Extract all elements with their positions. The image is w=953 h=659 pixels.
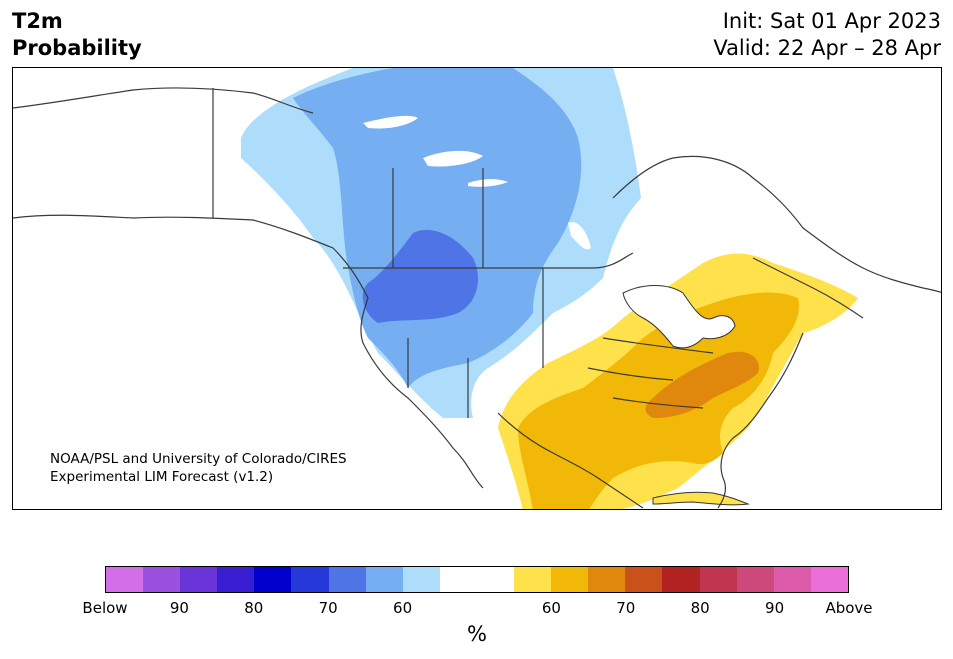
colorbar-tick-label: 80	[244, 599, 264, 617]
colorbar-tick-label: Below	[82, 599, 128, 617]
colorbar-cell	[476, 567, 515, 592]
colorbar-tick-label: Above	[825, 599, 873, 617]
colorbar-cell	[588, 567, 626, 592]
colorbar-tick-label: 70	[318, 599, 338, 617]
map-borders	[13, 87, 941, 509]
colorbar-tick-label: 60	[393, 599, 413, 617]
lake-winnipeg	[568, 222, 591, 250]
colorbar-cell	[106, 567, 144, 592]
colorbar-cell	[365, 567, 403, 592]
forecast-dates: Init: Sat 01 Apr 2023 Valid: 22 Apr – 28…	[713, 8, 941, 62]
colorbar-cell	[625, 567, 663, 592]
probability-colorbar	[105, 566, 849, 593]
canada-lake-1	[363, 115, 418, 129]
colorbar-cell	[217, 567, 255, 592]
colorbar-cell	[699, 567, 737, 592]
title-line-1: T2m	[12, 9, 63, 33]
colorbar-cell	[773, 567, 811, 592]
colorbar-cell	[180, 567, 218, 592]
colorbar-cell	[439, 567, 477, 592]
map-canvas	[13, 68, 941, 509]
colorbar-tick-label: 70	[616, 599, 636, 617]
cuba	[652, 491, 750, 506]
colorbar-cell	[514, 567, 552, 592]
colorbar-cell	[143, 567, 181, 592]
init-date: Init: Sat 01 Apr 2023	[722, 9, 941, 33]
colorbar-cell	[736, 567, 774, 592]
forecast-credit: NOAA/PSL and University of Colorado/CIRE…	[50, 450, 347, 486]
title-line-2: Probability	[12, 36, 142, 60]
colorbar-cell	[551, 567, 589, 592]
credit-line-1: NOAA/PSL and University of Colorado/CIRE…	[50, 451, 347, 467]
colorbar-tick-label: 60	[541, 599, 561, 617]
colorbar-cell	[328, 567, 366, 592]
forecast-map: NOAA/PSL and University of Colorado/CIRE…	[12, 67, 942, 510]
credit-line-2: Experimental LIM Forecast (v1.2)	[50, 469, 274, 485]
colorbar-tick-label: 80	[690, 599, 710, 617]
colorbar-cell	[402, 567, 440, 592]
below-80-region	[362, 229, 478, 323]
colorbar-tick-label: 90	[765, 599, 785, 617]
colorbar-cell	[254, 567, 292, 592]
great-lakes	[622, 285, 736, 349]
colorbar-cell	[810, 567, 848, 592]
colorbar-cell	[662, 567, 700, 592]
valid-range: Valid: 22 Apr – 28 Apr	[713, 36, 941, 60]
colorbar-unit-label: %	[467, 622, 487, 646]
canada-lake-2	[423, 150, 483, 167]
map-title: T2m Probability	[12, 8, 142, 62]
colorbar-tick-label: 90	[169, 599, 189, 617]
colorbar-cell	[291, 567, 329, 592]
canada-lake-3	[468, 179, 508, 187]
above-80-region	[645, 351, 759, 418]
